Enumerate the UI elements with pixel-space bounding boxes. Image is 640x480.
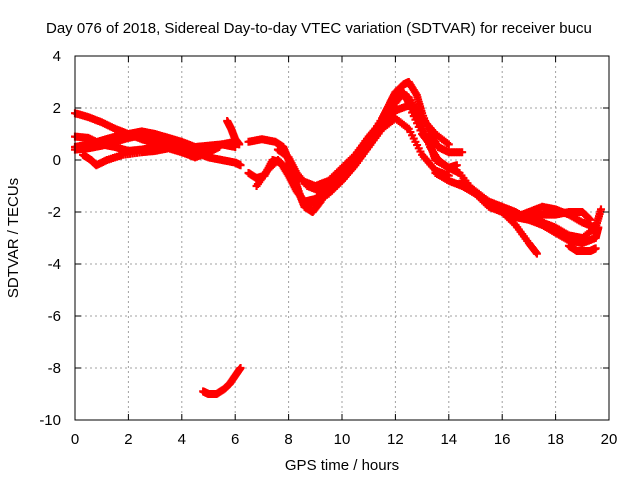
series-arc-5 [71,131,245,170]
x-tick-label: 14 [440,431,457,448]
x-tick-label: 20 [601,431,618,448]
series-arc-11 [297,88,541,258]
x-tick-label: 4 [178,431,186,448]
data-point [458,148,467,157]
x-tick-label: 0 [71,431,79,448]
series-arc-17 [199,364,245,398]
data-point [444,140,453,149]
series-arc-4 [79,143,224,170]
data-point [235,140,244,149]
data-point [532,249,541,258]
chart-title: Day 076 of 2018, Sidereal Day-to-day VTE… [46,20,592,37]
data-point [596,205,605,214]
x-axis: 0 2 4 6 8 10 12 14 16 18 20 [71,56,618,448]
x-tick-label: 18 [547,431,564,448]
data-point [586,215,595,224]
y-tick-label: -8 [48,360,61,377]
x-tick-label: 2 [124,431,132,448]
y-axis-label: SDTVAR / TECUs [5,178,22,298]
data-point [215,143,224,151]
y-tick-label: 0 [53,152,61,169]
y-axis: -10 -8 -6 -4 -2 0 2 4 [39,48,609,429]
y-tick-label: -4 [48,256,61,273]
y-tick-label: -10 [39,412,61,429]
x-axis-label: GPS time / hours [285,457,399,474]
data-point [236,364,245,372]
y-tick-label: -6 [48,308,61,325]
data-point [591,244,600,253]
y-tick-label: -2 [48,204,61,221]
x-tick-label: 6 [231,431,239,448]
x-tick-label: 12 [387,431,404,448]
x-tick-label: 10 [334,431,351,448]
series-arc-16 [564,241,600,255]
data-points [71,78,605,398]
y-tick-label: 2 [53,100,61,117]
y-tick-label: 4 [53,48,61,65]
series-arc-6 [223,117,244,149]
data-point [594,223,603,232]
data-point [236,161,245,170]
x-tick-label: 16 [494,431,511,448]
x-tick-label: 8 [284,431,292,448]
series-arc-15 [511,208,595,224]
